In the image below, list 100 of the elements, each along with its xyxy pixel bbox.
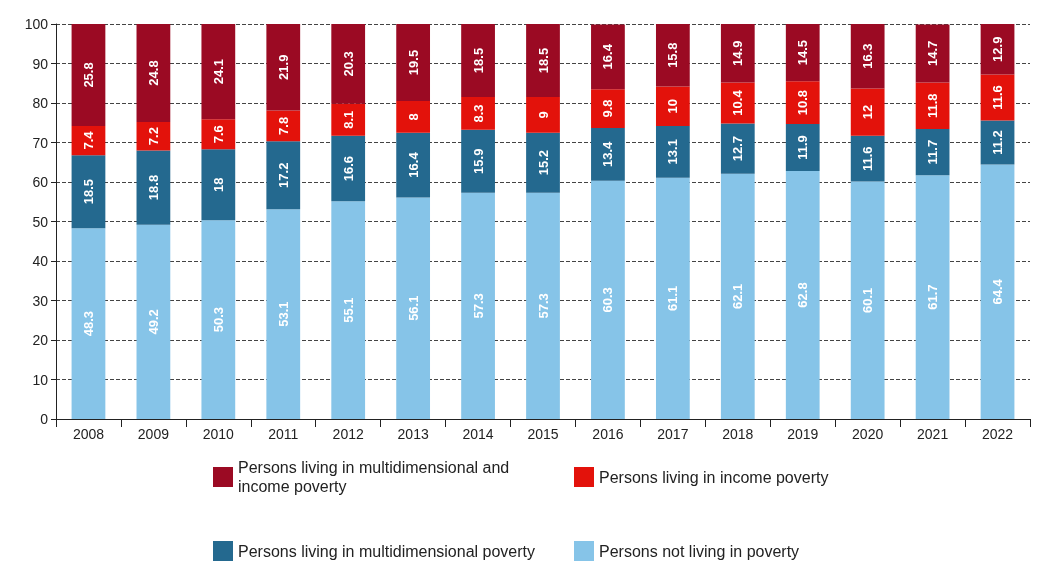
data-label: 55.1 bbox=[340, 297, 356, 323]
x-tick-label: 2020 bbox=[852, 426, 884, 442]
data-label: 18.5 bbox=[535, 47, 551, 74]
data-label: 16.6 bbox=[340, 155, 356, 182]
data-label: 53.1 bbox=[275, 301, 291, 327]
legend-label: Persons living in income poverty bbox=[599, 468, 829, 486]
x-tick-label: 2017 bbox=[657, 426, 689, 442]
y-tick-label: 60 bbox=[32, 174, 49, 190]
y-tick-label: 100 bbox=[24, 16, 49, 32]
y-tick-label: 70 bbox=[32, 134, 49, 151]
bar bbox=[785, 81, 820, 124]
x-tick-label: 2022 bbox=[981, 426, 1014, 442]
data-label: 62.1 bbox=[730, 283, 746, 310]
x-tick-label: 2012 bbox=[332, 426, 364, 442]
data-label: 16.4 bbox=[405, 151, 421, 178]
x-tick-label: 2013 bbox=[397, 426, 429, 442]
data-label: 13.4 bbox=[600, 140, 616, 168]
bar bbox=[915, 82, 950, 130]
bar bbox=[136, 224, 171, 419]
data-label: 62.8 bbox=[795, 282, 811, 308]
bar bbox=[655, 24, 690, 87]
y-tick-label: 90 bbox=[32, 55, 49, 72]
bar bbox=[915, 24, 950, 83]
data-label: 16.3 bbox=[860, 43, 876, 69]
bar bbox=[71, 228, 106, 419]
bar bbox=[396, 101, 431, 133]
bar bbox=[980, 24, 1015, 75]
bar bbox=[71, 24, 106, 126]
bar bbox=[526, 132, 560, 193]
y-tick-label: 10 bbox=[32, 371, 49, 388]
data-label: 7.4 bbox=[80, 130, 96, 150]
bar bbox=[785, 170, 820, 419]
data-label: 9.8 bbox=[600, 99, 616, 118]
data-label: 12.7 bbox=[730, 135, 746, 162]
data-label: 15.9 bbox=[470, 148, 486, 174]
bar bbox=[591, 180, 625, 419]
bar bbox=[396, 24, 431, 102]
bar bbox=[720, 173, 755, 419]
x-tick-label: 2021 bbox=[917, 426, 949, 442]
bar bbox=[850, 24, 885, 89]
bar bbox=[266, 209, 301, 419]
bar bbox=[850, 88, 885, 136]
data-label: 10.8 bbox=[795, 89, 811, 116]
data-label: 7.8 bbox=[275, 116, 291, 135]
bar bbox=[331, 24, 366, 104]
data-label: 11.6 bbox=[990, 85, 1006, 110]
data-label: 7.6 bbox=[210, 125, 226, 144]
data-label: 11.7 bbox=[925, 139, 941, 165]
bar bbox=[785, 123, 820, 171]
data-label: 49.2 bbox=[145, 309, 161, 335]
data-label: 50.3 bbox=[210, 307, 226, 333]
data-label: 20.3 bbox=[340, 51, 356, 77]
data-label: 11.6 bbox=[860, 146, 876, 171]
x-tick-label: 2015 bbox=[527, 426, 559, 442]
x-tick-label: 2010 bbox=[202, 426, 235, 442]
bar bbox=[331, 201, 366, 419]
data-label: 19.5 bbox=[405, 49, 421, 76]
bar bbox=[655, 177, 690, 419]
bar bbox=[201, 149, 236, 221]
y-tick-label: 0 bbox=[40, 411, 49, 427]
bar bbox=[526, 192, 560, 419]
data-label: 11.2 bbox=[990, 130, 1006, 155]
bar bbox=[396, 197, 431, 419]
data-label: 11.9 bbox=[795, 135, 811, 160]
bar bbox=[526, 24, 560, 98]
bar bbox=[461, 24, 495, 98]
x-tick-label: 2016 bbox=[592, 426, 624, 442]
x-tick-label: 2011 bbox=[268, 426, 299, 442]
bar bbox=[915, 175, 950, 419]
bar bbox=[655, 86, 690, 126]
data-label: 18 bbox=[210, 177, 226, 192]
bar bbox=[136, 24, 171, 122]
y-tick-label: 80 bbox=[32, 95, 49, 111]
data-label: 13.1 bbox=[665, 139, 681, 165]
data-label: 12.9 bbox=[990, 36, 1006, 62]
data-label: 21.9 bbox=[275, 54, 291, 80]
bar bbox=[396, 132, 431, 198]
data-label: 24.1 bbox=[210, 58, 226, 85]
bar bbox=[461, 129, 495, 193]
y-tick-label: 30 bbox=[32, 292, 49, 309]
bar bbox=[331, 135, 366, 202]
bar bbox=[266, 141, 301, 210]
x-tick-label: 2019 bbox=[787, 426, 819, 442]
data-label: 24.8 bbox=[145, 60, 161, 86]
data-label: 61.7 bbox=[925, 284, 941, 310]
data-label: 10 bbox=[665, 98, 681, 114]
data-label: 8 bbox=[405, 113, 421, 121]
data-label: 64.4 bbox=[990, 278, 1006, 305]
bar bbox=[915, 129, 950, 176]
data-label: 25.8 bbox=[80, 62, 96, 88]
bar bbox=[201, 24, 236, 120]
data-label: 9 bbox=[535, 111, 551, 119]
bar bbox=[850, 135, 885, 182]
bar bbox=[591, 127, 625, 181]
y-tick-label: 20 bbox=[32, 332, 49, 348]
data-label: 15.2 bbox=[535, 149, 551, 176]
data-label: 12 bbox=[860, 104, 876, 120]
data-label: 10.4 bbox=[730, 89, 746, 116]
data-label: 48.3 bbox=[80, 310, 96, 337]
bar bbox=[461, 97, 495, 130]
